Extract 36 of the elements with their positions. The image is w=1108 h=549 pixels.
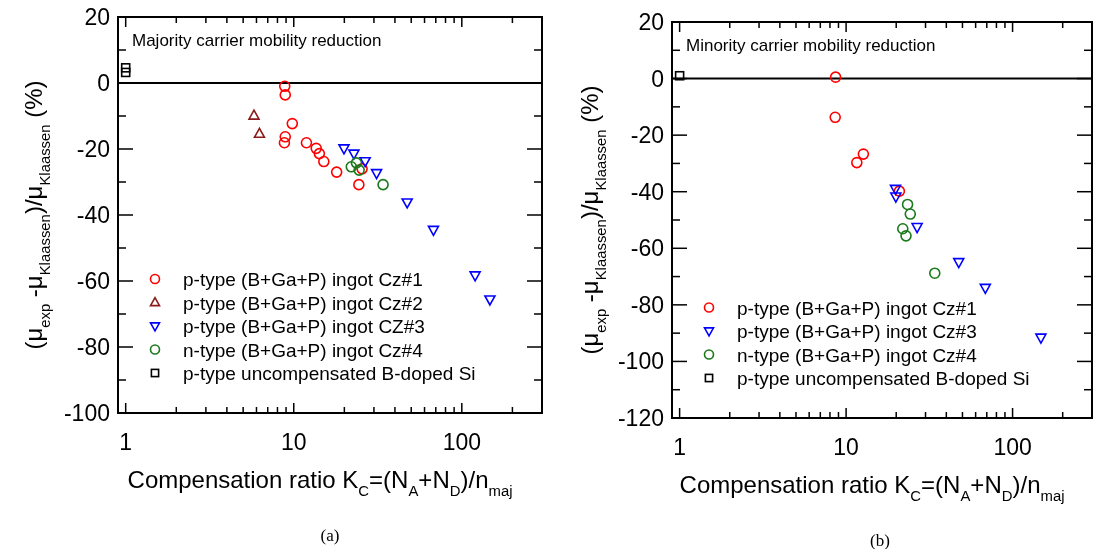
legend-label: p-type (B+Ga+P) ingot Cz#1 — [183, 269, 423, 290]
y-tick-label: -40 — [76, 202, 110, 228]
x-tick-label: 1 — [673, 434, 687, 460]
y-tick-label: -20 — [630, 122, 664, 149]
y-tick-label: 20 — [84, 4, 110, 30]
y-tick-label: 0 — [651, 65, 664, 92]
y-tick-label: -100 — [63, 400, 110, 426]
legend-label: p-type (B+Ga+P) ingot Cz#1 — [737, 297, 977, 319]
y-tick-label: 20 — [638, 9, 664, 35]
legend-label: n-type (B+Ga+P) ingot Cz#4 — [737, 344, 978, 366]
y-tick-label: -40 — [630, 178, 664, 205]
legend-label: n-type (B+Ga+P) ingot Cz#4 — [183, 339, 424, 361]
y-tick-label: -60 — [76, 268, 110, 294]
x-tick-label: 100 — [993, 434, 1032, 460]
legend-label: p-type uncompensated B-doped Si — [737, 368, 1030, 389]
legend-label: p-type uncompensated B-doped Si — [183, 363, 476, 384]
x-axis-title: Compensation ratio K$_{C}$=(N$_{A}$+N$_{D}$)/n$_{maj}$ — [679, 471, 1065, 504]
y-tick-label: -20 — [76, 136, 110, 162]
x-tick-label: 100 — [442, 429, 481, 455]
y-tick-label: -80 — [630, 291, 664, 318]
y-tick-label: -80 — [76, 334, 110, 360]
x-axis-title: Compensation ratio K$_{C}$=(N$_{A}$+N$_{D}$)/n$_{maj}$ — [127, 466, 513, 499]
text: (a) — [320, 526, 340, 545]
y-tick-label: -100 — [617, 348, 664, 375]
text: (b) — [870, 531, 890, 549]
legend-label: p-type (B+Ga+P) ingot CZ#3 — [183, 316, 425, 337]
y-tick-label: -120 — [617, 405, 664, 431]
annotation: Minority carrier mobility reduction — [686, 36, 936, 55]
x-tick-label: 1 — [119, 429, 133, 455]
y-tick-label: -60 — [630, 235, 664, 262]
annotation: Majority carrier mobility reduction — [132, 31, 382, 50]
x-tick-label: 10 — [280, 429, 307, 455]
x-tick-label: 10 — [833, 434, 859, 460]
legend-label: p-type (B+Ga+P) ingot Cz#2 — [183, 292, 423, 314]
y-tick-label: 0 — [97, 70, 110, 96]
legend-label: p-type (B+Ga+P) ingot Cz#3 — [737, 321, 977, 342]
